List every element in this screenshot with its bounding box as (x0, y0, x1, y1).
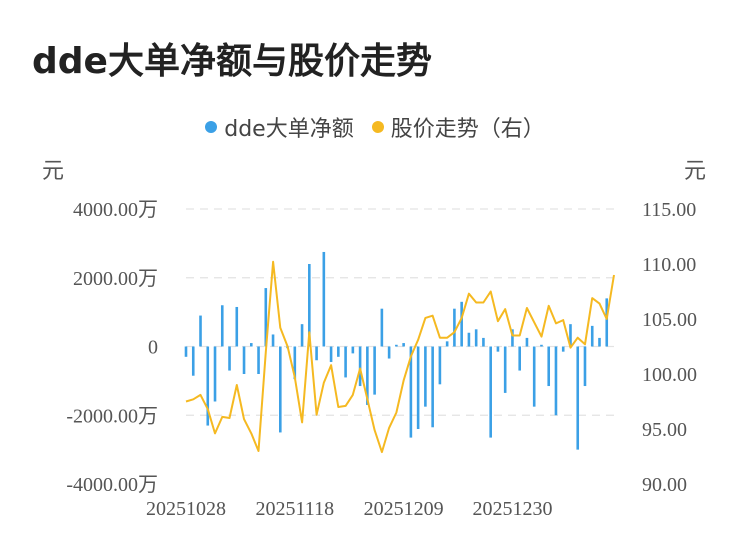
bar (228, 346, 231, 371)
left-tick-label: 2000.00万 (73, 268, 158, 290)
bar (525, 337, 529, 347)
bar (235, 306, 239, 347)
bar (206, 346, 210, 426)
bar (496, 346, 500, 352)
bar (264, 288, 268, 347)
bar (380, 308, 384, 347)
bar (460, 301, 463, 347)
right-axis-unit: 元 (684, 159, 706, 184)
left-tick-label: 4000.00万 (73, 199, 158, 221)
bar (184, 346, 188, 357)
bar (308, 264, 311, 347)
bar (199, 315, 202, 347)
legend-line-dot-icon (371, 121, 384, 133)
x-tick-label: 20251209 (364, 498, 444, 520)
left-axis-ticks: 4000.00万 2000.00万 0 -2000.00万 -4000.00万 (66, 199, 158, 496)
bar (387, 346, 391, 359)
bar (540, 344, 543, 347)
bar (213, 346, 217, 402)
price-line (185, 260, 615, 454)
bar (329, 346, 333, 362)
bar (511, 329, 514, 347)
bar (547, 346, 551, 387)
x-axis-ticks: 20251028 20251118 20251209 20251230 (146, 498, 552, 520)
bar (257, 346, 260, 374)
bar-series (184, 251, 609, 450)
bar (351, 346, 355, 354)
x-tick-label: 20251028 (146, 498, 226, 520)
legend-bar-label: dde大单净额 (224, 117, 354, 142)
x-tick-label: 20251118 (256, 498, 335, 520)
line-series (185, 260, 615, 454)
bar (337, 346, 340, 357)
bar (409, 346, 413, 438)
bar (293, 346, 297, 380)
left-tick-label: -2000.00万 (66, 405, 158, 427)
bar (474, 329, 478, 347)
right-tick-label: 105.00 (642, 309, 697, 331)
bar (416, 346, 420, 429)
bar (344, 346, 347, 378)
bar (191, 346, 195, 376)
bar (431, 346, 434, 428)
bar (503, 346, 507, 393)
bar (424, 346, 427, 407)
bar (220, 305, 224, 347)
bar (583, 346, 587, 387)
right-tick-label: 110.00 (642, 254, 696, 276)
bar (322, 251, 326, 347)
bar (569, 324, 572, 347)
right-tick-label: 100.00 (642, 364, 697, 386)
bar (576, 346, 580, 450)
bar (532, 346, 536, 407)
left-tick-label: -4000.00万 (66, 474, 158, 496)
bar (438, 346, 442, 385)
bar (518, 346, 521, 371)
bar (373, 346, 376, 395)
bar (605, 298, 609, 347)
legend-item-line[interactable]: 股价走势（右） (371, 111, 545, 143)
bar (590, 325, 594, 347)
legend-line-label: 股价走势（右） (390, 117, 545, 142)
bar (358, 346, 362, 387)
left-axis-unit: 元 (42, 159, 64, 184)
bar (315, 346, 318, 361)
bar (395, 344, 398, 347)
bar (598, 337, 601, 347)
bar (445, 341, 449, 347)
bar (402, 343, 405, 347)
bar (453, 308, 456, 347)
left-tick-label: 0 (148, 337, 158, 359)
bar (249, 343, 253, 347)
bar (366, 346, 369, 405)
bar (467, 332, 471, 347)
chart-title: dde大单净额与股价走势 (32, 41, 432, 82)
x-tick-label: 20251230 (472, 498, 552, 520)
bar (489, 346, 492, 438)
right-tick-label: 115.00 (642, 199, 696, 221)
bar (561, 346, 565, 352)
legend: dde大单净额 股价走势（右） (0, 111, 750, 143)
bar (300, 324, 304, 347)
legend-item-bar[interactable]: dde大单净额 (205, 111, 354, 143)
legend-bar-dot-icon (205, 121, 218, 133)
bar (482, 337, 485, 347)
right-axis-ticks: 115.00 110.00 105.00 100.00 95.00 90.00 (642, 199, 697, 496)
bar (554, 346, 558, 416)
bar (279, 346, 282, 433)
bar (242, 346, 246, 374)
right-tick-label: 90.00 (642, 474, 687, 496)
bar (271, 334, 275, 347)
right-tick-label: 95.00 (642, 419, 687, 441)
